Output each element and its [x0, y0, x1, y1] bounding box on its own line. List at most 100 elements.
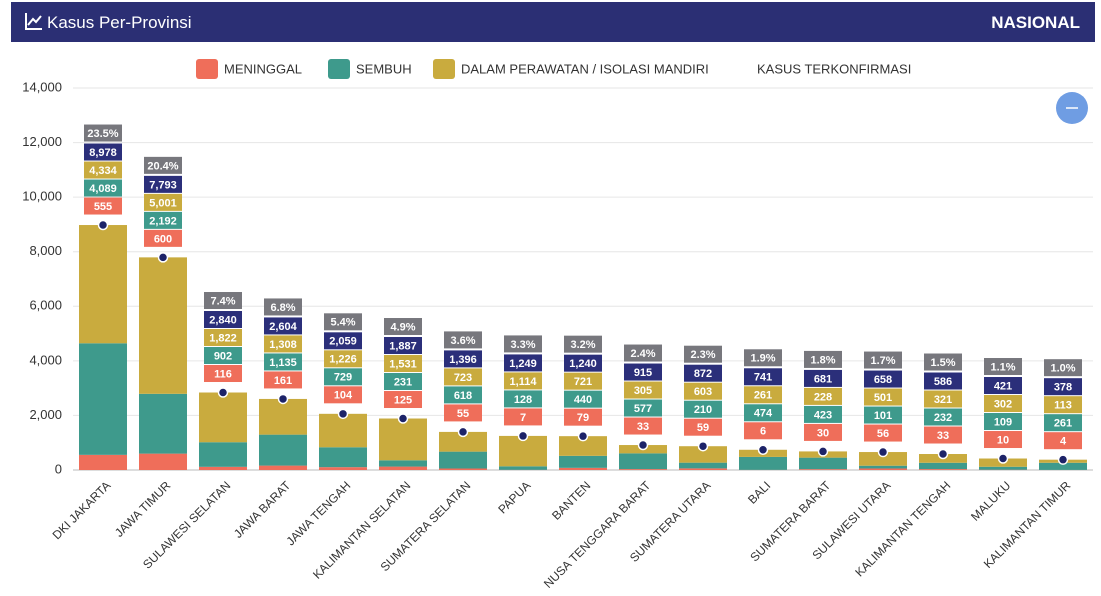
label-box: [504, 372, 542, 390]
label-box: [624, 417, 662, 435]
x-tick-label: MALUKU: [968, 478, 1013, 523]
label-box: [204, 329, 242, 347]
data-label: 161: [274, 375, 292, 387]
label-box: [504, 335, 542, 353]
zoom-button[interactable]: [1056, 92, 1088, 124]
data-label: 55: [457, 408, 469, 420]
label-box: [804, 350, 842, 368]
label-box: [444, 368, 482, 386]
data-label: 872: [694, 368, 712, 380]
label-box: [1044, 378, 1082, 396]
label-box: [684, 345, 722, 363]
data-label: 10: [997, 434, 1009, 446]
bar-segment: [199, 392, 247, 443]
label-box: [264, 298, 302, 316]
data-label: 681: [814, 373, 832, 385]
label-box: [984, 395, 1022, 413]
data-label: 4: [1060, 436, 1067, 448]
data-label: 1,308: [269, 339, 297, 351]
data-label: 8,978: [89, 147, 117, 159]
bar-segment: [859, 465, 907, 469]
bar-segment: [439, 451, 487, 469]
data-label: 6.8%: [270, 302, 295, 314]
data-label: 1,531: [389, 358, 417, 370]
data-label: 1,114: [510, 376, 538, 388]
bar-segment: [859, 468, 907, 470]
label-box: [384, 318, 422, 336]
label-box: [84, 197, 122, 215]
data-label: 1,822: [209, 332, 237, 344]
total-marker: [817, 446, 829, 457]
bar-segment: [259, 465, 307, 470]
data-label: 729: [334, 372, 352, 384]
data-label: 3.3%: [510, 339, 535, 351]
label-box: [564, 372, 602, 390]
total-marker: [277, 393, 289, 405]
label-box: [984, 377, 1022, 395]
data-label: 210: [694, 404, 712, 416]
label-box: [924, 353, 962, 371]
data-label: 1,396: [449, 354, 477, 366]
total-marker: [877, 446, 889, 458]
data-label: 231: [394, 376, 412, 388]
label-box: [144, 193, 182, 211]
label-box: [144, 175, 182, 193]
total-marker: [1057, 454, 1069, 465]
label-box: [684, 400, 722, 418]
label-box: [804, 369, 842, 387]
data-label: 109: [994, 416, 1012, 428]
label-box: [264, 335, 302, 353]
label-box: [84, 143, 122, 161]
data-label: 4,334: [89, 165, 117, 177]
legend-label: KASUS TERKONFIRMASI: [757, 61, 911, 76]
bar-segment: [679, 462, 727, 469]
data-label: 586: [934, 376, 952, 388]
scope-label[interactable]: NASIONAL: [991, 13, 1080, 32]
y-tick-label: 4,000: [29, 352, 62, 367]
data-label: 6: [760, 426, 766, 438]
bar-segment: [259, 434, 307, 466]
label-box: [444, 350, 482, 368]
label-box: [324, 313, 362, 331]
label-box: [204, 311, 242, 329]
bar-segment: [559, 467, 607, 470]
data-label: 577: [634, 403, 652, 415]
bar-segment: [739, 456, 787, 470]
label-box: [864, 370, 902, 388]
bar-segment: [799, 469, 847, 470]
data-label: 3.6%: [450, 335, 475, 347]
bar-segment: [439, 431, 487, 452]
data-label: 600: [154, 233, 172, 245]
data-label: 228: [814, 391, 832, 403]
data-label: 2.3%: [690, 349, 715, 361]
bar-segment: [919, 462, 967, 470]
legend-swatch: [328, 59, 350, 79]
data-label: 23.5%: [87, 128, 118, 140]
label-box: [624, 363, 662, 381]
legend-label: DALAM PERAWATAN / ISOLASI MANDIRI: [461, 61, 709, 76]
header-title: Kasus Per-Provinsi: [47, 13, 192, 32]
label-box: [264, 353, 302, 371]
data-label: 902: [214, 350, 232, 362]
label-box: [624, 381, 662, 399]
x-tick-label: KALIMANTAN SELATAN: [310, 478, 413, 581]
data-label: 721: [574, 376, 592, 388]
bar-segment: [139, 393, 187, 454]
label-box: [744, 386, 782, 404]
total-marker: [697, 440, 709, 452]
label-box: [144, 211, 182, 229]
total-marker: [937, 448, 949, 460]
label-box: [504, 408, 542, 426]
label-box: [804, 387, 842, 405]
label-box: [744, 404, 782, 422]
data-label: 1.7%: [870, 355, 895, 367]
total-marker: [997, 453, 1009, 464]
data-label: 618: [454, 390, 472, 402]
data-label: 603: [694, 386, 712, 398]
data-label: 116: [214, 368, 232, 380]
total-marker: [97, 219, 109, 231]
x-tick-label: BALI: [745, 478, 773, 506]
label-box: [744, 368, 782, 386]
bar-segment: [199, 442, 247, 467]
data-label: 104: [334, 390, 353, 402]
